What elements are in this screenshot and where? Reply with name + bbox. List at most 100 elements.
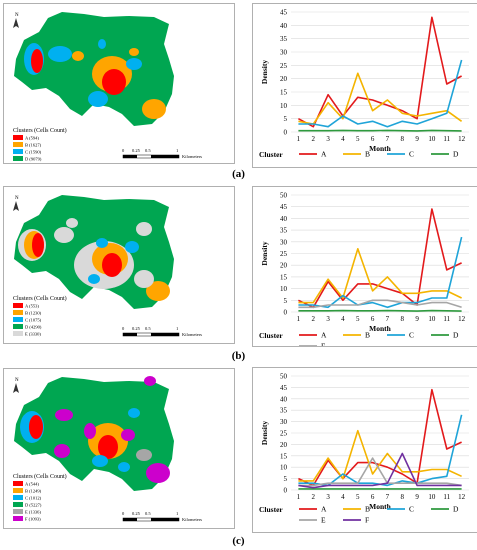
svg-text:A (553): A (553) xyxy=(25,304,39,309)
x-axis-label: Month xyxy=(369,144,391,153)
y-tick-label: 0 xyxy=(284,487,288,495)
svg-text:0.5: 0.5 xyxy=(145,148,151,153)
x-tick-label: 8 xyxy=(401,135,405,143)
x-tick-label: 8 xyxy=(401,493,405,501)
x-tick-label: 7 xyxy=(386,493,390,501)
x-tick-label: 6 xyxy=(371,135,375,143)
x-tick-label: 3 xyxy=(326,493,330,501)
y-tick-label: 15 xyxy=(280,89,288,97)
legend-label-A: A xyxy=(321,331,327,340)
x-tick-label: 12 xyxy=(458,135,466,143)
x-tick-label: 3 xyxy=(326,135,330,143)
x-tick-label: 12 xyxy=(458,493,466,501)
x-tick-label: 5 xyxy=(356,135,360,143)
x-tick-label: 7 xyxy=(386,315,390,323)
series-line-B xyxy=(298,429,462,482)
svg-text:D (4290): D (4290) xyxy=(25,325,42,330)
svg-text:Kilometers: Kilometers xyxy=(182,154,202,159)
x-tick-label: 9 xyxy=(415,315,419,323)
y-tick-label: 0 xyxy=(284,129,288,137)
series-line-A xyxy=(298,16,462,128)
legend-label-C: C xyxy=(409,331,414,340)
svg-text:B (1627): B (1627) xyxy=(25,143,42,148)
x-tick-label: 5 xyxy=(356,315,360,323)
y-tick-label: 35 xyxy=(280,227,288,235)
x-axis-label: Month xyxy=(369,324,391,333)
y-tick-label: 5 xyxy=(284,297,288,305)
svg-text:Clusters (Cells Count): Clusters (Cells Count) xyxy=(13,295,67,302)
y-tick-label: 50 xyxy=(280,192,288,200)
x-tick-label: 9 xyxy=(415,135,419,143)
svg-text:N: N xyxy=(15,378,19,383)
scale-bar: 0 0.25 0.5 1 Kilometers xyxy=(122,148,202,159)
series-line-E xyxy=(298,299,462,309)
svg-text:N: N xyxy=(15,13,19,18)
series-line-C xyxy=(298,414,463,487)
legend-label-A: A xyxy=(321,150,327,159)
series-line-E xyxy=(298,457,462,487)
x-tick-label: 9 xyxy=(415,493,419,501)
y-tick-label: 30 xyxy=(280,418,288,426)
legend-label-D: D xyxy=(453,331,459,340)
y-tick-label: 35 xyxy=(280,407,288,415)
y-tick-label: 20 xyxy=(280,75,288,83)
series-line-B xyxy=(298,72,463,125)
legend-title: Cluster xyxy=(259,331,283,340)
svg-text:F (1093): F (1093) xyxy=(25,517,41,522)
x-tick-label: 3 xyxy=(326,315,330,323)
svg-text:E (3330): E (3330) xyxy=(25,332,41,337)
svg-text:0: 0 xyxy=(122,326,125,331)
x-tick-label: 1 xyxy=(297,493,301,501)
svg-text:Kilometers: Kilometers xyxy=(182,517,202,522)
svg-text:0.5: 0.5 xyxy=(145,511,151,516)
x-tick-label: 7 xyxy=(386,135,390,143)
cluster-blobs xyxy=(18,218,170,301)
legend-label-E: E xyxy=(321,342,326,348)
y-tick-label: 40 xyxy=(280,215,288,223)
y-axis-label: Density xyxy=(260,60,269,84)
series-line-B xyxy=(298,247,462,304)
y-tick-label: 0 xyxy=(284,309,288,317)
svg-text:C (1075): C (1075) xyxy=(25,318,42,323)
svg-text:0.25: 0.25 xyxy=(132,148,141,153)
panel-label-a: (a) xyxy=(232,168,245,180)
y-tick-label: 5 xyxy=(284,475,288,483)
x-tick-label: 2 xyxy=(312,135,316,143)
legend-label-C: C xyxy=(409,150,414,159)
x-tick-label: 4 xyxy=(341,135,345,143)
y-tick-label: 45 xyxy=(280,9,288,17)
svg-text:1: 1 xyxy=(176,148,178,153)
svg-text:1: 1 xyxy=(176,511,178,516)
svg-text:Kilometers: Kilometers xyxy=(182,332,202,337)
x-tick-label: 11 xyxy=(443,493,450,501)
north-arrow: N xyxy=(13,378,19,393)
y-tick-label: 45 xyxy=(280,203,288,211)
svg-text:C (1590): C (1590) xyxy=(25,150,42,155)
x-tick-label: 2 xyxy=(312,315,316,323)
x-tick-label: 2 xyxy=(312,493,316,501)
y-axis-label: Density xyxy=(260,241,269,265)
y-tick-label: 15 xyxy=(280,273,288,281)
svg-text:0: 0 xyxy=(122,148,125,153)
y-tick-label: 30 xyxy=(280,238,288,246)
series-line-C xyxy=(298,59,463,128)
svg-text:1: 1 xyxy=(176,326,178,331)
x-tick-label: 11 xyxy=(443,315,450,323)
x-tick-label: 5 xyxy=(356,493,360,501)
scale-bar: 0 0.25 0.5 1 Kilometers xyxy=(122,326,202,337)
y-tick-label: 20 xyxy=(280,262,288,270)
map-legend: Clusters (Cells Count) A (594) B (1627) … xyxy=(13,127,67,162)
svg-text:0.25: 0.25 xyxy=(132,511,141,516)
series-line-D xyxy=(298,309,462,312)
legend-label-D: D xyxy=(453,505,459,514)
y-axis-label: Density xyxy=(260,421,269,445)
y-tick-label: 40 xyxy=(280,22,288,30)
x-axis-label: Month xyxy=(369,502,391,511)
svg-text:0: 0 xyxy=(122,511,125,516)
y-tick-label: 45 xyxy=(280,384,288,392)
svg-text:B (1249): B (1249) xyxy=(25,489,42,494)
y-tick-label: 25 xyxy=(280,62,288,70)
x-tick-label: 8 xyxy=(401,315,405,323)
x-tick-label: 1 xyxy=(297,315,301,323)
